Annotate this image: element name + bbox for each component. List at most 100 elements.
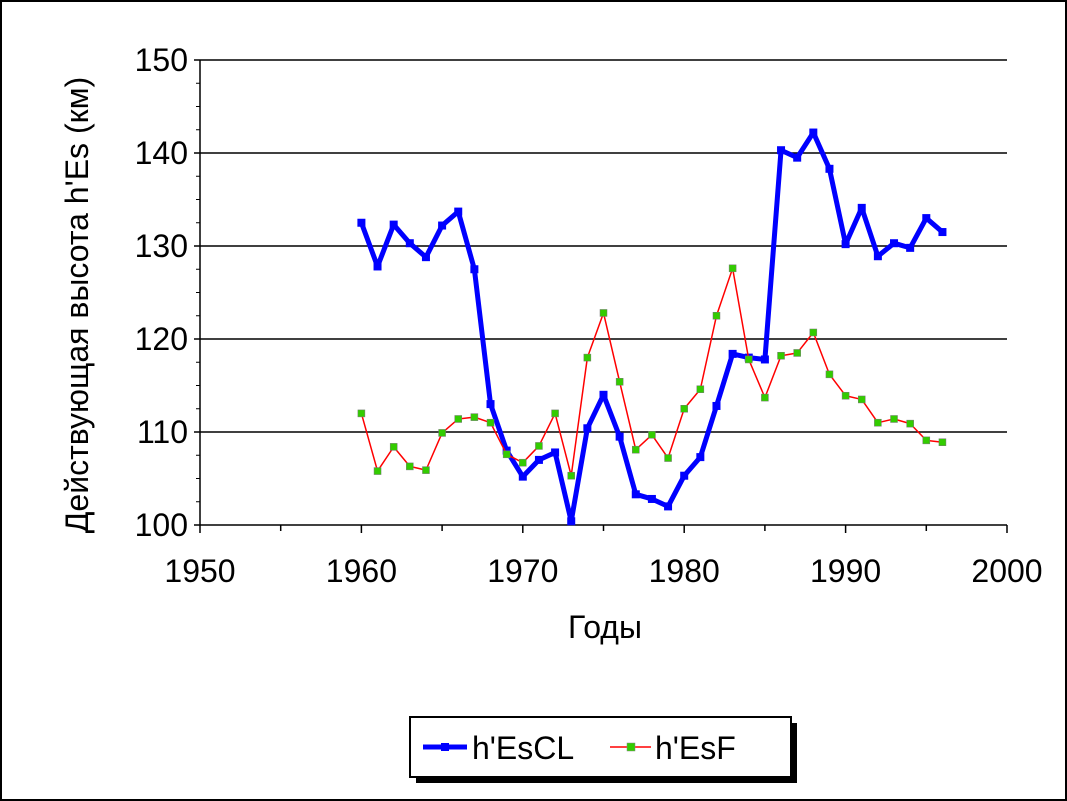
data-point xyxy=(535,442,543,450)
legend-label-hescl: h'EsCL xyxy=(472,730,574,766)
data-point xyxy=(438,221,447,230)
data-point xyxy=(696,385,705,393)
data-point xyxy=(373,467,382,475)
y-tick-label-130: 130 xyxy=(135,228,188,264)
data-point xyxy=(841,240,850,249)
gridlines xyxy=(200,59,1007,433)
data-point xyxy=(873,252,882,261)
data-point xyxy=(809,128,818,137)
data-point xyxy=(357,218,366,227)
x-tick-label-1970: 1970 xyxy=(487,553,558,589)
data-point xyxy=(551,448,560,457)
data-point xyxy=(857,203,866,212)
data-point xyxy=(470,265,479,274)
data-point xyxy=(534,455,543,464)
data-point xyxy=(422,466,430,474)
data-point xyxy=(696,453,705,462)
data-point xyxy=(664,454,672,462)
y-tick-label-140: 140 xyxy=(135,135,188,171)
series-line xyxy=(359,130,945,524)
data-point xyxy=(648,431,656,439)
data-point xyxy=(825,164,834,173)
tick-labels: 100 110 120 130 140 150 1950 1960 1970 1980 1990 20… xyxy=(135,42,1043,589)
y-tick-label-150: 150 xyxy=(135,42,188,78)
series-hescl xyxy=(357,128,947,526)
legend-box xyxy=(409,716,792,778)
legend-marker-hescl xyxy=(441,743,449,751)
data-point xyxy=(502,450,511,459)
series-hesf xyxy=(357,264,947,480)
data-point xyxy=(583,424,592,433)
data-point xyxy=(599,390,608,399)
data-point xyxy=(938,438,947,446)
data-point xyxy=(438,429,446,437)
y-tick-label-110: 110 xyxy=(137,414,188,450)
data-point xyxy=(728,349,737,358)
data-point xyxy=(906,419,914,428)
series-line xyxy=(360,267,943,477)
data-point xyxy=(761,393,769,402)
data-point xyxy=(389,220,398,229)
data-point xyxy=(857,395,866,404)
data-point xyxy=(777,146,786,155)
data-point xyxy=(373,262,382,271)
data-point xyxy=(922,436,931,445)
data-point xyxy=(825,370,834,379)
data-point xyxy=(631,490,640,499)
data-point xyxy=(583,353,592,362)
axes xyxy=(194,59,1008,533)
data-point xyxy=(389,443,398,451)
data-point xyxy=(599,309,608,317)
data-point xyxy=(647,494,656,503)
data-point xyxy=(454,415,462,423)
data-point xyxy=(760,355,769,364)
data-point xyxy=(712,312,721,320)
x-axis-title: Годы xyxy=(568,609,642,645)
x-tick-label-1960: 1960 xyxy=(326,553,397,589)
y-tick-label-120: 120 xyxy=(135,321,188,357)
data-point xyxy=(922,214,931,223)
data-point xyxy=(777,351,785,360)
x-tick-label-1950: 1950 xyxy=(164,553,235,589)
data-point xyxy=(712,401,721,410)
data-point xyxy=(486,400,495,409)
data-point xyxy=(680,405,688,413)
y-axis-title: Действующая высота h'Es (км) xyxy=(59,77,95,534)
legend-marker-hesf xyxy=(626,742,636,752)
series-layer xyxy=(357,128,947,526)
data-point xyxy=(406,462,414,471)
data-point xyxy=(357,409,366,418)
data-point xyxy=(551,409,559,418)
data-point xyxy=(809,328,818,337)
data-point xyxy=(615,432,624,441)
data-point xyxy=(405,239,414,248)
y-tick-label-100: 100 xyxy=(135,507,188,543)
data-point xyxy=(793,349,801,357)
data-point xyxy=(793,153,802,162)
data-point xyxy=(567,471,575,480)
data-point xyxy=(745,355,753,364)
data-point xyxy=(421,253,430,262)
x-tick-label-2000: 2000 xyxy=(971,553,1042,589)
data-point xyxy=(841,391,850,400)
x-tick-label-1990: 1990 xyxy=(810,553,881,589)
data-point xyxy=(486,418,495,427)
data-point xyxy=(567,517,576,526)
data-point xyxy=(518,472,527,481)
data-point xyxy=(874,418,882,427)
x-tick-label-1980: 1980 xyxy=(649,553,720,589)
legend: h'EsCL h'EsF xyxy=(409,716,797,783)
data-point xyxy=(454,207,463,216)
data-point xyxy=(906,243,915,252)
data-point xyxy=(890,415,898,423)
data-point xyxy=(680,471,689,480)
data-point xyxy=(938,228,947,237)
data-point xyxy=(615,378,624,386)
legend-label-hesf: h'EsF xyxy=(655,730,736,766)
data-point xyxy=(470,413,479,421)
data-point xyxy=(890,239,899,248)
data-point xyxy=(728,264,737,273)
data-point xyxy=(664,502,673,511)
